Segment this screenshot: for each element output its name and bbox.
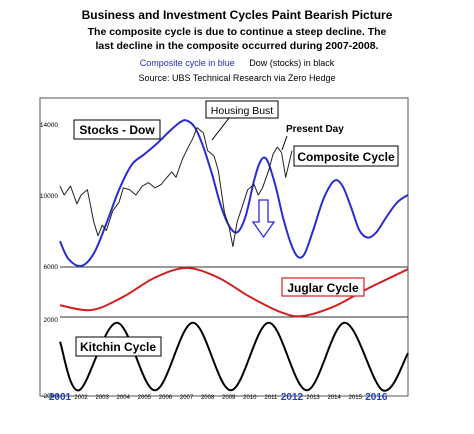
x-tick-label: 2004 (117, 395, 131, 401)
x-tick-label: 2009 (222, 395, 236, 401)
x-tick-label: 2005 (138, 395, 152, 401)
y-tick-label: 6000 (44, 264, 59, 271)
chart-source: Source: UBS Technical Research via Zero … (138, 73, 336, 83)
annotation-stocks-dow-text: Stocks - Dow (79, 123, 155, 137)
housing-bust-pointer (211, 117, 230, 141)
x-tick-label: 2013 (306, 395, 320, 401)
legend-composite: Composite cycle in blue (139, 58, 235, 68)
x-tick-label: 2002 (74, 395, 88, 401)
x-tick-label: 2003 (96, 395, 110, 401)
x-tick-label-major: 2001 (49, 392, 72, 403)
chart-title: Business and Investment Cycles Paint Bea… (81, 8, 393, 22)
annotation-present-day: Present Day (281, 124, 344, 151)
annotation-composite-cycle: Composite Cycle (293, 145, 399, 167)
down-arrow-icon (251, 199, 276, 239)
x-tick-label: 2011 (264, 395, 278, 401)
plot-frame (39, 97, 409, 397)
chart-subtitle-line1: The composite cycle is due to continue a… (87, 26, 387, 38)
y-tick-label: -2000 (41, 393, 58, 400)
annotation-composite-cycle-text: Composite Cycle (297, 150, 395, 164)
annotation-present-day-text: Present Day (286, 124, 344, 135)
legend-dow: Dow (stocks) in black (249, 58, 335, 68)
y-tick-label: 14000 (40, 122, 58, 129)
chart-subtitle-line2: last decline in the composite occurred d… (95, 40, 379, 52)
series-line-juglar-cycle (59, 267, 409, 318)
annotation-housing-bust-text: Housing Bust (211, 105, 274, 117)
present-day-pointer (281, 135, 288, 151)
annotation-kitchin-cycle: Kitchin Cycle (75, 336, 162, 357)
series-line-composite-cycle (59, 119, 409, 268)
x-tick-label: 2010 (243, 395, 257, 401)
annotation-juglar-cycle-text: Juglar Cycle (287, 281, 359, 295)
annotation-housing-bust: Housing Bust (205, 100, 279, 141)
x-tick-label: 2014 (328, 395, 342, 401)
x-tick-label: 2006 (159, 395, 173, 401)
x-tick-label: 2015 (349, 395, 363, 401)
series-legend: Composite cycle in blue Dow (stocks) in … (0, 58, 474, 68)
x-tick-label-major: 2016 (365, 392, 388, 403)
x-tick-label: 2008 (201, 395, 215, 401)
series-line-kitchin-cycle (59, 321, 409, 392)
series-line-stocks-dow (59, 127, 293, 247)
x-tick-label: 2007 (180, 395, 194, 401)
annotation-kitchin-cycle-text: Kitchin Cycle (80, 340, 156, 354)
annotation-juglar-cycle: Juglar Cycle (281, 277, 365, 297)
y-tick-label: 10000 (40, 193, 58, 200)
annotation-stocks-dow: Stocks - Dow (73, 119, 161, 140)
x-tick-label-major: 2012 (281, 392, 304, 403)
y-tick-label: 2000 (44, 317, 59, 324)
